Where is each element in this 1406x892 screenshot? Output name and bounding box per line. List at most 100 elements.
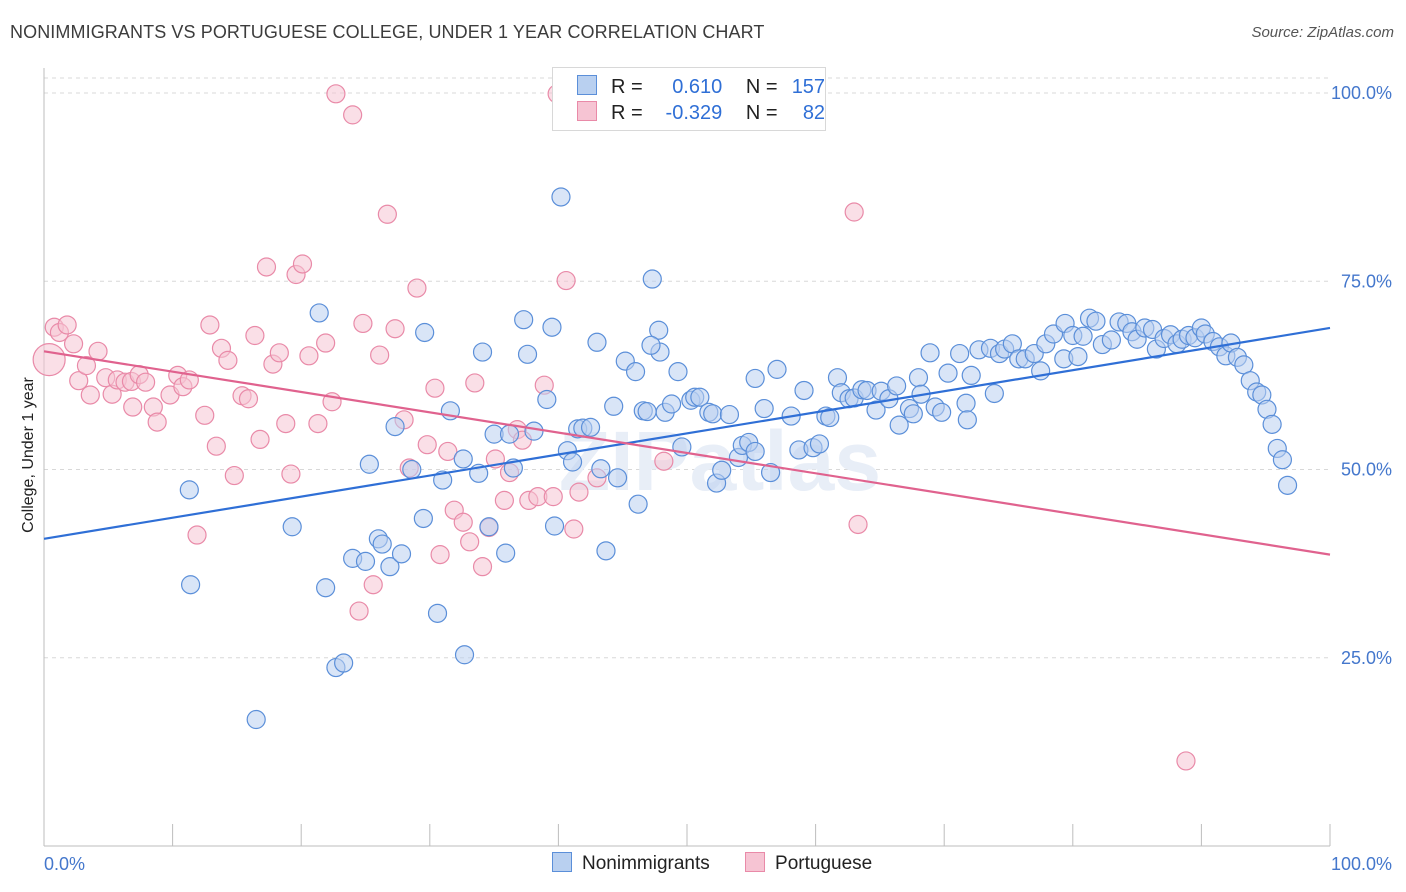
nonimmigrants-point — [1073, 326, 1093, 346]
portuguese-point — [218, 350, 238, 370]
nonimmigrants-point — [587, 332, 607, 352]
portuguese-point — [407, 278, 427, 298]
nonimmigrants-point — [179, 480, 199, 500]
nonimmigrants-point — [415, 322, 435, 343]
nonimmigrants-point — [957, 410, 977, 430]
portuguese-point — [299, 346, 319, 366]
legend-r-label: R = — [611, 102, 643, 124]
portuguese-point — [88, 341, 108, 361]
nonimmigrants-point — [391, 544, 412, 564]
nonimmigrants-point — [380, 557, 400, 577]
nonimmigrants-point — [334, 653, 354, 673]
nonimmigrants-point — [745, 368, 765, 389]
nonimmigrants-point — [282, 517, 302, 537]
portuguese-point — [370, 345, 390, 365]
nonimmigrants-point — [809, 434, 830, 454]
portuguese-point — [844, 202, 864, 222]
nonimmigrants-point — [649, 320, 669, 340]
source-label: Source: ZipAtlas.com — [1251, 24, 1394, 41]
legend-swatch-blue — [552, 852, 572, 872]
chart-title: NONIMMIGRANTS VS PORTUGUESE COLLEGE, UND… — [10, 22, 765, 42]
nonimmigrants-point — [402, 459, 422, 480]
nonimmigrants-point — [591, 459, 611, 479]
nonimmigrants-point — [551, 187, 571, 207]
portuguese-point — [63, 334, 84, 354]
portuguese-point — [245, 325, 265, 346]
nonimmigrants-point — [517, 344, 538, 364]
nonimmigrants-trend-line — [43, 326, 1331, 540]
nonimmigrants-point — [820, 407, 840, 428]
portuguese-point — [438, 441, 458, 462]
nonimmigrants-point — [961, 365, 981, 386]
portuguese-point — [472, 557, 493, 577]
legend-n-value: 82 — [802, 102, 826, 124]
portuguese-point — [460, 532, 480, 552]
y-tick-label: 50.0% — [1341, 460, 1392, 480]
series-legend: Nonimmigrants Portuguese — [552, 852, 902, 875]
portuguese-point — [206, 436, 226, 456]
portuguese-point — [430, 545, 450, 565]
nonimmigrants-point — [628, 494, 648, 514]
nonimmigrants-point — [1272, 450, 1293, 470]
nonimmigrants-point — [637, 401, 657, 422]
legend-swatch-pink — [577, 101, 597, 121]
portuguese-point — [353, 313, 373, 334]
trend-lines — [43, 326, 1331, 556]
portuguese-point — [269, 343, 289, 363]
nonimmigrants-point — [427, 603, 448, 623]
portuguese-point — [385, 319, 405, 339]
portuguese-point — [256, 257, 277, 277]
legend-r-value: 0.610 — [672, 76, 723, 98]
nonimmigrants-point — [1086, 311, 1106, 331]
portuguese-point — [848, 514, 868, 535]
legend-label-portuguese: Portuguese — [775, 853, 873, 874]
portuguese-point — [465, 373, 485, 393]
nonimmigrants-point — [950, 343, 970, 364]
nonimmigrants-point — [887, 376, 907, 396]
legend-row-nonimmigrants: R = 0.610 N = 157 — [577, 75, 825, 101]
nonimmigrants-point — [956, 393, 976, 413]
nonimmigrants-point — [889, 415, 909, 435]
nonimmigrants-point — [760, 462, 781, 483]
portuguese-point — [308, 414, 328, 434]
nonimmigrants-point — [433, 470, 453, 490]
nonimmigrants-point — [316, 578, 336, 598]
nonimmigrants-point — [542, 317, 562, 337]
portuguese-point — [292, 254, 313, 274]
nonimmigrants-point — [562, 452, 583, 472]
legend-n-label: N = — [745, 76, 778, 98]
nonimmigrants-point — [690, 387, 710, 407]
nonimmigrants-point — [908, 368, 929, 388]
portuguese-point — [135, 372, 156, 392]
nonimmigrants-point — [580, 417, 601, 437]
legend-r-label: R = — [611, 76, 643, 98]
nonimmigrants-point — [472, 342, 493, 362]
nonimmigrants-point — [984, 383, 1004, 404]
nonimmigrants-point — [479, 517, 499, 537]
nonimmigrants-point — [745, 441, 765, 462]
nonimmigrants-point — [309, 303, 329, 323]
nonimmigrants-point — [246, 709, 266, 730]
nonimmigrants-point — [1068, 346, 1088, 367]
axes — [43, 68, 1331, 847]
nonimmigrants-point — [754, 398, 774, 419]
y-tick-label: 25.0% — [1341, 648, 1392, 668]
portuguese-point — [363, 575, 383, 595]
x-tick-label: 100.0% — [1331, 854, 1392, 874]
portuguese-point — [276, 414, 296, 434]
portuguese-point — [281, 464, 301, 484]
nonimmigrants-point — [932, 402, 952, 422]
portuguese-point — [343, 105, 363, 125]
nonimmigrants-point — [372, 534, 392, 554]
portuguese-point — [425, 378, 445, 398]
nonimmigrants-point — [625, 362, 646, 382]
legend-label-nonimmigrants: Nonimmigrants — [582, 853, 710, 874]
portuguese-point — [494, 490, 514, 510]
nonimmigrants-point — [596, 541, 616, 561]
nonimmigrants-point — [514, 310, 534, 330]
portuguese-point — [76, 356, 97, 376]
x-tick-label: 0.0% — [44, 854, 85, 874]
correlation-legend: R = 0.610 N = 157 R = -0.329 N = 82 — [552, 67, 826, 131]
nonimmigrants-point — [537, 389, 557, 410]
